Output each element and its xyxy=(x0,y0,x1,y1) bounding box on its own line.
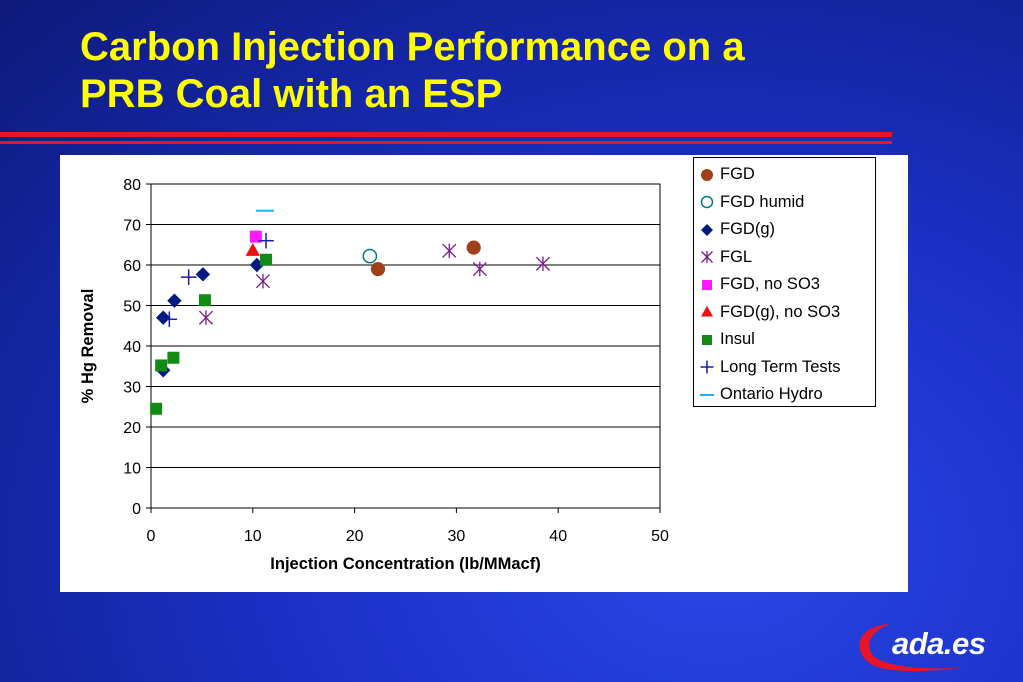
data-point xyxy=(472,261,487,277)
legend-marker-icon xyxy=(701,251,713,264)
data-point xyxy=(167,351,180,364)
data-point xyxy=(442,243,457,259)
data-point xyxy=(249,257,265,273)
y-tick-label: 10 xyxy=(123,461,141,478)
legend-label: FGD(g) xyxy=(720,220,775,239)
legend-marker-icon xyxy=(700,393,714,396)
data-point xyxy=(249,230,262,243)
data-point xyxy=(535,256,550,272)
legend-label: Insul xyxy=(720,330,755,349)
legend-marker xyxy=(701,251,713,264)
chart-legend: FGD FGD humid FGD(g) FGL FGD, no SO3 FGD(g), … xyxy=(693,157,876,407)
legend-marker-icon xyxy=(701,168,713,181)
legend-item: FGD humid xyxy=(700,189,875,217)
x-tick-label: 50 xyxy=(651,528,669,545)
legend-item: FGD(g), no SO3 xyxy=(700,299,875,327)
y-axis-label: % Hg Removal xyxy=(79,289,97,404)
data-point xyxy=(195,267,211,282)
chart-panel: 0 10 20 30 40 50 60 70 80 0 10 20 30 40 50 Injection Co… xyxy=(60,155,908,592)
data-point xyxy=(156,310,171,325)
legend-marker xyxy=(702,279,712,290)
y-tick-label: 80 xyxy=(123,177,141,194)
y-tick-label: 20 xyxy=(123,420,141,437)
legend-label: Long Term Tests xyxy=(720,357,841,376)
x-tick-label: 40 xyxy=(549,528,567,545)
data-point xyxy=(150,402,163,415)
y-tick-label: 0 xyxy=(132,501,141,518)
legend-label: Ontario Hydro xyxy=(720,385,823,404)
data-point xyxy=(155,359,168,372)
data-point xyxy=(466,240,481,255)
data-point xyxy=(362,248,378,264)
data-point xyxy=(260,253,273,266)
legend-item: Long Term Tests xyxy=(700,354,875,382)
data-point xyxy=(161,311,178,328)
legend-item: Insul xyxy=(700,326,875,354)
legend-marker-icon xyxy=(702,279,712,290)
title-line-1: Carbon Injection Performance on a xyxy=(80,25,745,69)
logo-text: ada.es xyxy=(892,626,986,661)
x-tick-label: 20 xyxy=(346,528,364,545)
scatter-chart: 0 10 20 30 40 50 60 70 80 0 10 20 30 40 50 Injection Co… xyxy=(79,177,669,573)
x-tick-label: 10 xyxy=(244,528,262,545)
data-point xyxy=(370,261,386,277)
legend-item: FGD, no SO3 xyxy=(700,271,875,299)
legend-marker xyxy=(700,360,714,374)
x-axis-label: Injection Concentration (lb/MMacf) xyxy=(270,555,540,573)
legend-item: Ontario Hydro xyxy=(700,381,875,409)
y-tick-label: 50 xyxy=(123,299,141,316)
legend-marker-icon xyxy=(700,196,714,209)
legend-marker-icon xyxy=(700,360,714,374)
legend-marker xyxy=(701,306,713,317)
legend-label: FGD, no SO3 xyxy=(720,275,820,294)
legend-label: FGD xyxy=(720,165,755,184)
title-rule-thick xyxy=(0,132,892,137)
y-tick-label: 60 xyxy=(123,258,141,275)
title-rule-thin xyxy=(0,141,892,144)
legend-marker-icon xyxy=(702,334,712,345)
data-point xyxy=(245,242,260,256)
legend-item: FGL xyxy=(700,244,875,272)
x-tick-label: 30 xyxy=(448,528,466,545)
y-tick-label: 40 xyxy=(123,339,141,356)
legend-marker xyxy=(700,196,714,209)
legend-marker xyxy=(701,223,713,236)
data-point xyxy=(198,294,211,307)
legend-marker xyxy=(701,168,713,181)
data-point xyxy=(198,310,214,325)
data-point xyxy=(258,232,274,249)
y-tick-label: 70 xyxy=(123,218,141,235)
slide-title: Carbon Injection Performance on a PRB Co… xyxy=(80,24,940,118)
company-logo: ada.es xyxy=(850,618,1010,676)
legend-marker-icon xyxy=(701,223,713,236)
legend-item: FGD(g) xyxy=(700,216,875,244)
legend-item: FGD xyxy=(700,161,875,189)
legend-label: FGD humid xyxy=(720,192,805,211)
legend-label: FGL xyxy=(720,247,753,266)
y-tick-label: 30 xyxy=(123,380,141,397)
legend-label: FGD(g), no SO3 xyxy=(720,302,841,321)
x-tick-label: 0 xyxy=(147,528,156,545)
legend-marker-icon xyxy=(701,306,713,317)
title-line-2: PRB Coal with an ESP xyxy=(80,72,503,116)
data-point xyxy=(255,273,271,289)
legend-marker xyxy=(702,334,712,345)
data-point xyxy=(167,293,182,308)
data-point xyxy=(180,269,197,285)
